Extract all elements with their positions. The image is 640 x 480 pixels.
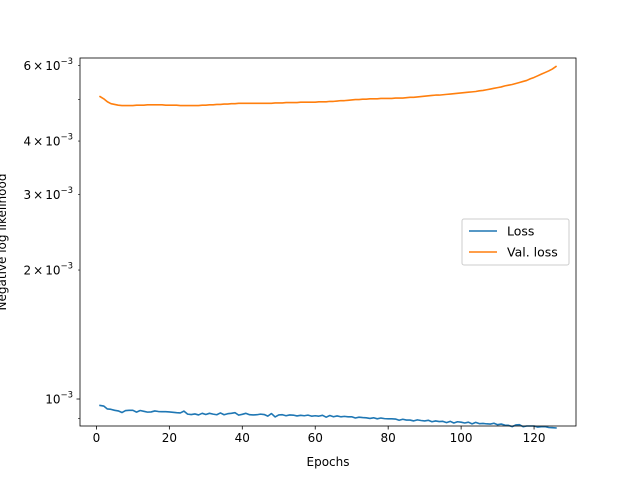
plot-frame bbox=[79, 57, 577, 427]
y-tick-label: 4 × 10−3 bbox=[23, 133, 73, 149]
x-axis-title: Epochs bbox=[307, 455, 350, 469]
x-tick-label: 20 bbox=[162, 431, 177, 445]
x-tick-label: 120 bbox=[523, 431, 546, 445]
series-layer bbox=[98, 65, 558, 429]
y-tick-label: 3 × 10−3 bbox=[23, 186, 73, 202]
y-axis: 10−3 2 × 10−3 3 × 10−3 4 × 10−3 6 × 10−3 bbox=[23, 57, 80, 419]
series-line-loss bbox=[99, 404, 557, 429]
y-tick-label: 6 × 10−3 bbox=[23, 57, 73, 73]
legend-label: Loss bbox=[507, 224, 534, 239]
x-axis: 0 20 40 60 80 100 120 bbox=[93, 426, 546, 445]
y-axis-title: Negative log likelihood bbox=[0, 174, 9, 311]
x-tick-label: 80 bbox=[381, 431, 396, 445]
x-tick-label: 100 bbox=[450, 431, 473, 445]
legend: Loss Val. loss bbox=[461, 218, 570, 266]
x-tick-label: 60 bbox=[308, 431, 323, 445]
y-tick-label: 10−3 bbox=[45, 391, 73, 407]
legend-label: Val. loss bbox=[507, 245, 558, 260]
y-tick-label: 2 × 10−3 bbox=[23, 262, 73, 278]
series-line-val-loss bbox=[98, 65, 558, 107]
x-tick-label: 40 bbox=[235, 431, 250, 445]
x-tick-label: 0 bbox=[93, 431, 101, 445]
